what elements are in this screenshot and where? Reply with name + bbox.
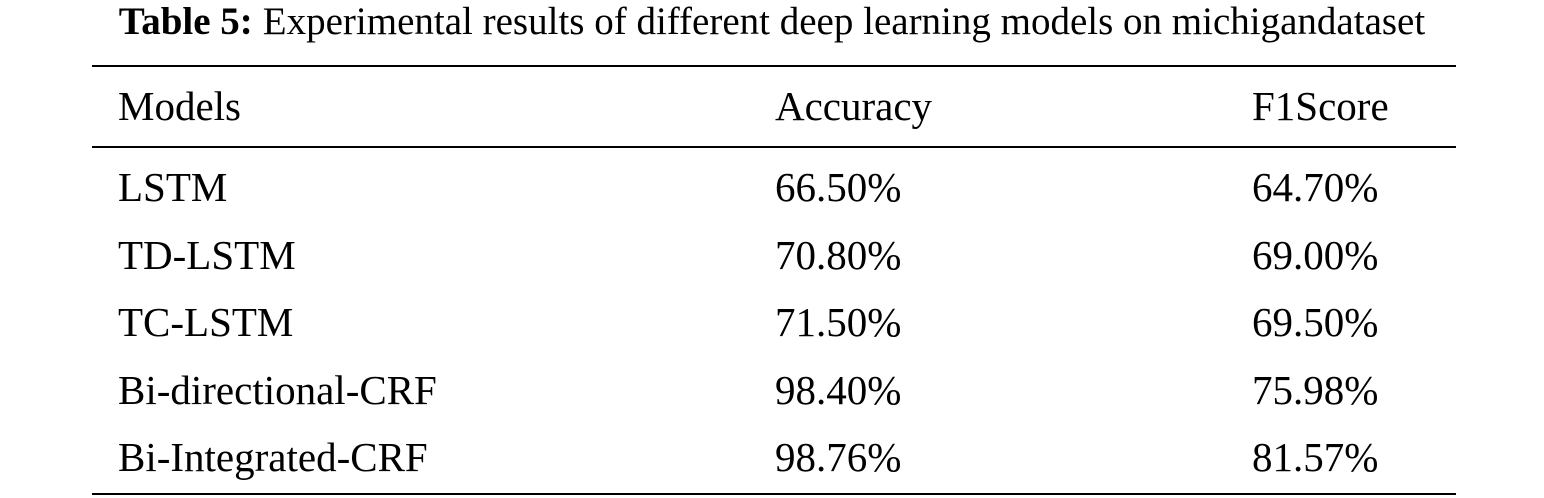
caption-text: Experimental results of different deep l… [262, 0, 1426, 43]
cell: TD-LSTM [118, 232, 296, 278]
header-cell: Accuracy [775, 83, 933, 129]
header-cell: F1Score [1252, 83, 1389, 129]
caption: Table 5: Experimental results of differen… [0, 0, 1544, 44]
cell: LSTM [118, 164, 228, 210]
cell: 69.00% [1252, 232, 1379, 278]
cell: 64.70% [1252, 164, 1379, 210]
cell: Bi-Integrated-CRF [118, 434, 428, 480]
cell: 70.80% [775, 232, 902, 278]
cell: 75.98% [1252, 367, 1379, 413]
cell: 81.57% [1252, 434, 1379, 480]
cell: Bi-directional-CRF [118, 367, 437, 413]
cell: 69.50% [1252, 299, 1379, 345]
caption-label: Table 5: [118, 0, 253, 43]
cell: 98.76% [775, 434, 902, 480]
cell: TC-LSTM [118, 299, 294, 345]
header-cell: Models [118, 83, 241, 129]
bottom-rule [92, 493, 1456, 495]
cell: 71.50% [775, 299, 902, 345]
cell: 66.50% [775, 164, 902, 210]
cell: 98.40% [775, 367, 902, 413]
header-rule [92, 146, 1456, 148]
top-rule [92, 65, 1456, 67]
